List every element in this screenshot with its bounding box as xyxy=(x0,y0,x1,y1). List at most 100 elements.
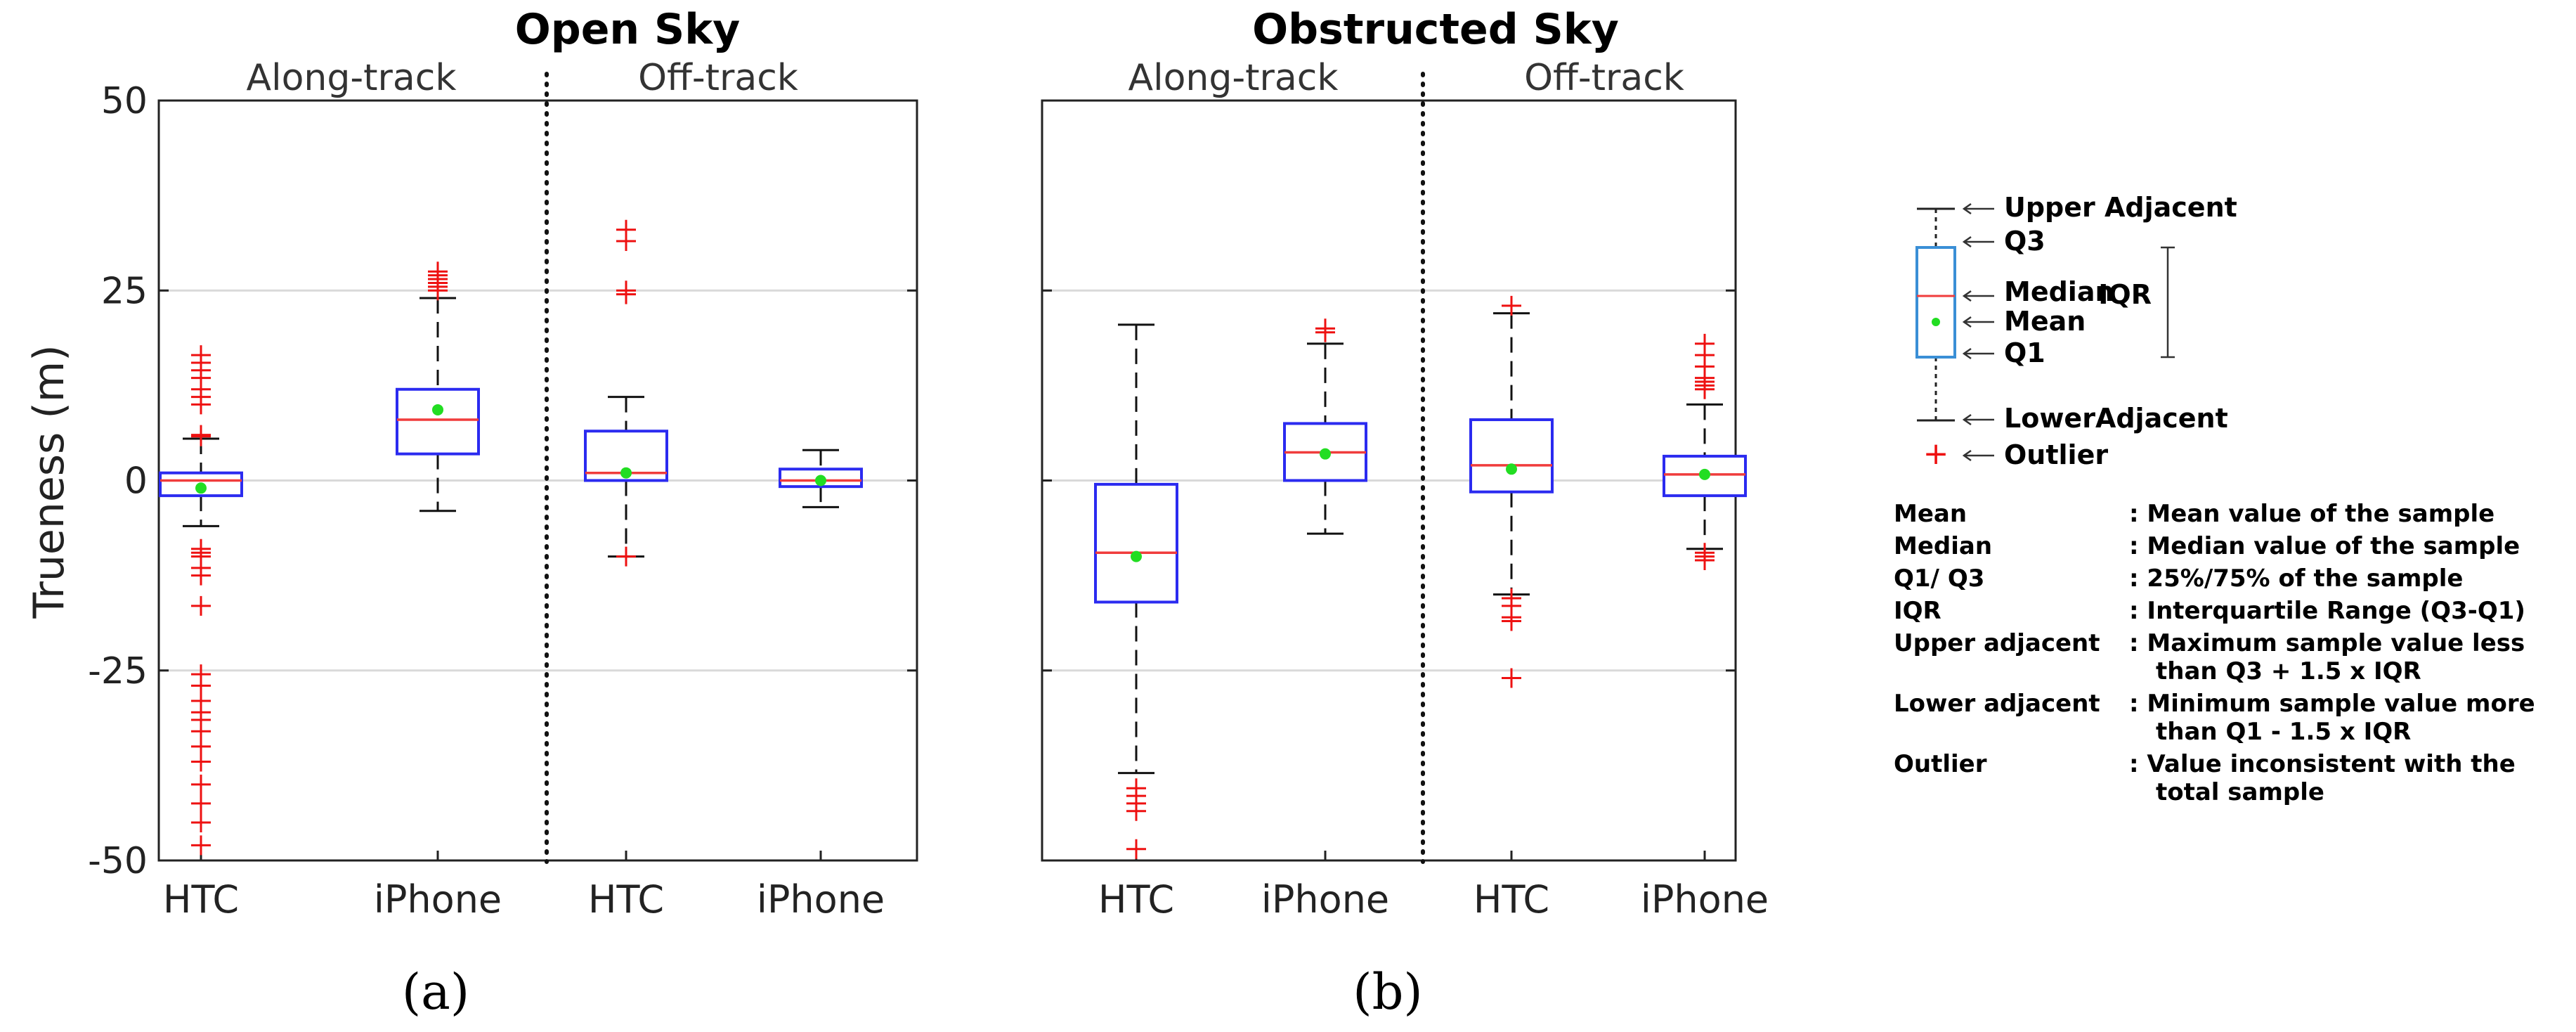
outlier-marker xyxy=(191,565,211,586)
x-tick-label: HTC xyxy=(163,877,239,922)
definition-text: : Interquartile Range (Q3-Q1) xyxy=(2129,597,2525,625)
iqr-box xyxy=(1094,482,1178,604)
iqr-box xyxy=(396,387,480,456)
outlier-marker xyxy=(616,546,636,567)
boxplot-htc-alongtrack xyxy=(1094,323,1178,859)
panel-obstructed-sky: Obstructed Sky Along-track Off-track HTC… xyxy=(1098,5,1769,1021)
outlier-marker xyxy=(191,752,211,772)
legend-iqr-bracket xyxy=(2161,246,2175,359)
mean-dot xyxy=(1131,550,1142,562)
outlier-marker xyxy=(191,394,211,415)
y-tick-label: 50 xyxy=(101,80,148,122)
panel-title: Obstructed Sky xyxy=(1252,5,1619,54)
x-tick-label: iPhone xyxy=(374,877,502,922)
legend-label-iqr: IQR xyxy=(2098,279,2152,310)
x-tick-label: HTC xyxy=(588,877,664,922)
y-axis-label: Trueness (m) xyxy=(25,344,74,619)
definition-term: Lower adjacent xyxy=(1894,690,2100,718)
outlier-marker xyxy=(1502,611,1521,631)
legend-label-q1: Q1 xyxy=(2004,337,2045,368)
panel-caption: (a) xyxy=(402,963,469,1021)
legend-label-upper-adjacent: Upper Adjacent xyxy=(2004,192,2237,223)
mean-dot xyxy=(1699,468,1710,480)
legend-outlier-marker: + xyxy=(1923,436,1949,472)
iqr-box xyxy=(1469,418,1554,494)
legend-box xyxy=(1915,246,1956,359)
legend-label-mean: Mean xyxy=(2004,306,2086,337)
outlier-marker xyxy=(191,774,211,794)
y-tick-label: -25 xyxy=(88,650,148,692)
definition-text: : Value inconsistent with the xyxy=(2129,750,2516,778)
outlier-marker xyxy=(1695,550,1715,571)
legend-definitions: Mean : Mean value of the sample Median : Me… xyxy=(1894,500,2535,806)
arrow-icon xyxy=(1962,449,1994,462)
y-tick-label: 0 xyxy=(124,460,148,503)
mean-dot xyxy=(815,475,826,486)
outlier-marker xyxy=(191,595,211,616)
boxplot-iphone-alongtrack xyxy=(396,262,480,512)
legend-mean-dot xyxy=(1932,318,1940,326)
arrow-icon xyxy=(1962,316,1994,328)
boxplot-iphone-offtrack xyxy=(1663,333,1747,571)
arrow-icon xyxy=(1962,347,1994,360)
definition-text: total sample xyxy=(2156,778,2324,806)
outlier-marker xyxy=(191,835,211,856)
outlier-marker xyxy=(1502,668,1521,688)
definition-text: than Q1 - 1.5 x IQR xyxy=(2156,718,2411,746)
y-tick-label: 25 xyxy=(101,270,148,312)
group-label-along-track: Along-track xyxy=(247,57,457,99)
legend-label-q3: Q3 xyxy=(2004,226,2045,257)
legend-label-outlier: Outlier xyxy=(2004,439,2108,470)
definition-term: Mean xyxy=(1894,500,1967,528)
mean-dot xyxy=(195,482,207,494)
x-tick-label: HTC xyxy=(1474,877,1549,922)
definition-text: than Q3 + 1.5 x IQR xyxy=(2156,657,2421,685)
boxplot-iphone-alongtrack xyxy=(1283,318,1367,535)
outlier-marker xyxy=(616,284,636,304)
group-label-off-track: Off-track xyxy=(1524,57,1684,99)
legend-label-lower-adjacent: LowerAdjacent xyxy=(2004,403,2228,434)
plot-area xyxy=(1041,72,1747,864)
definition-text: : Maximum sample value less xyxy=(2129,629,2525,657)
outlier-marker xyxy=(191,793,211,813)
x-tick-label: HTC xyxy=(1098,877,1174,922)
outlier-marker xyxy=(1695,379,1715,399)
x-tick-label: iPhone xyxy=(757,877,885,922)
arrow-icon xyxy=(1962,413,1994,426)
arrow-icon xyxy=(1962,202,1994,215)
outlier-marker xyxy=(428,280,448,301)
mean-dot xyxy=(1506,463,1517,475)
legend-label-median: Median xyxy=(2004,276,2114,307)
definition-term: Median xyxy=(1894,532,1992,560)
legend: + Upper Adjacent Q3 Median Mean Q1 Lower… xyxy=(1894,192,2535,806)
panel-title: Open Sky xyxy=(515,5,740,54)
panel-open-sky: Open Sky Along-track Off-track Trueness … xyxy=(25,5,885,1021)
plot-area: 50 25 0 -25 -50 xyxy=(88,72,918,882)
definition-term: Upper adjacent xyxy=(1894,629,2100,657)
arrow-icon xyxy=(1962,290,1994,302)
definition-text: : Median value of the sample xyxy=(2129,532,2520,560)
boxplot-htc-offtrack xyxy=(1469,295,1554,688)
x-tick-label: iPhone xyxy=(1261,877,1389,922)
outlier-marker xyxy=(191,812,211,832)
y-tick-label: -50 xyxy=(88,840,148,882)
definition-term: Q1/ Q3 xyxy=(1894,565,1984,593)
outlier-marker xyxy=(616,231,636,251)
group-label-along-track: Along-track xyxy=(1128,57,1339,99)
definition-term: Outlier xyxy=(1894,750,1987,778)
arrow-icon xyxy=(1962,236,1994,248)
mean-dot xyxy=(620,467,632,479)
mean-dot xyxy=(432,404,443,415)
outlier-marker xyxy=(191,426,211,446)
mean-dot xyxy=(1320,448,1331,460)
definition-text: : Mean value of the sample xyxy=(2129,500,2494,528)
outlier-marker xyxy=(1126,839,1146,859)
definition-text: : Minimum sample value more xyxy=(2129,690,2535,718)
boxplot-htc-offtrack xyxy=(584,219,668,567)
x-tick-label: iPhone xyxy=(1641,877,1769,922)
legend-arrows xyxy=(1962,202,1994,462)
outlier-marker xyxy=(1315,322,1335,342)
definition-term: IQR xyxy=(1894,597,1941,625)
outlier-marker xyxy=(1126,801,1146,821)
